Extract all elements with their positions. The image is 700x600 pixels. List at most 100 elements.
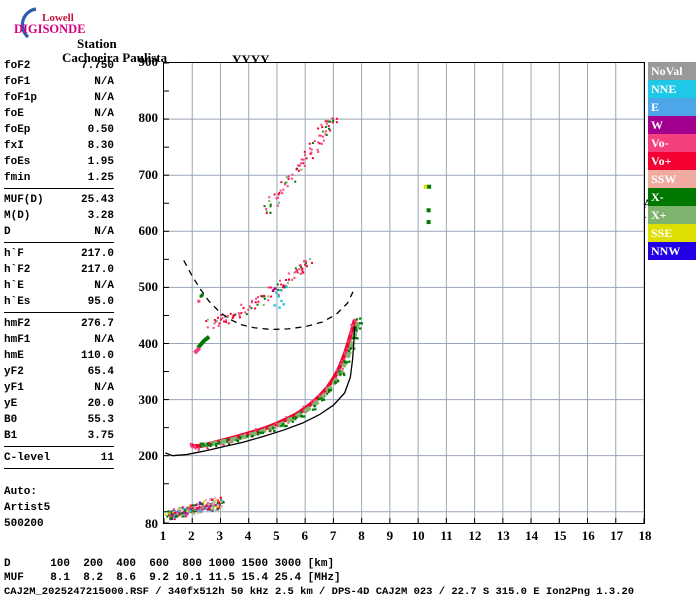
parameter-value: 217.0: [80, 264, 114, 276]
parameter-group-profile: hmF2 276.7 hmF1 N/A hmE 110.0 yF2 65.4 yF1 N/A yE 2…: [4, 316, 122, 444]
data-point: [303, 415, 306, 418]
data-point-es: [201, 508, 204, 511]
data-point-es: [182, 511, 186, 514]
data-point-es: [169, 516, 172, 519]
data-point-multihop: [331, 117, 334, 120]
legend-item-noval[interactable]: NoVal: [648, 62, 696, 80]
parameter-value: N/A: [94, 108, 114, 120]
data-point: [206, 446, 209, 449]
data-point-multihop: [226, 316, 229, 319]
data-point-multihop: [281, 192, 284, 195]
data-point-multihop: [240, 303, 243, 306]
data-point: [222, 443, 225, 446]
legend-item-vo-[interactable]: Vo-: [648, 134, 696, 152]
legend-item-nne[interactable]: NNE: [648, 80, 696, 98]
data-point: [336, 369, 339, 372]
data-point-multihop: [305, 265, 308, 268]
data-point-isolated: [200, 293, 204, 297]
data-point-multihop: [300, 266, 303, 269]
data-point-es: [212, 505, 215, 508]
legend-item-ssw[interactable]: SSW: [648, 170, 696, 188]
data-point-multihop: [267, 286, 270, 289]
parameter-row: h`E N/A: [4, 278, 122, 294]
data-point-es: [209, 505, 212, 508]
data-point-multihop: [291, 177, 294, 180]
data-point-multihop: [250, 307, 253, 310]
data-point-multihop: [301, 267, 304, 270]
data-point-multihop: [299, 162, 302, 165]
data-point-multihop: [226, 315, 229, 318]
x-axis-label: 11: [440, 528, 453, 543]
data-point: [343, 351, 346, 354]
y-axis-label: 600: [138, 223, 159, 239]
legend-item-x-[interactable]: X-: [648, 188, 696, 206]
data-point-nne: [285, 285, 288, 289]
parameter-row: foEp 0.50: [4, 122, 122, 138]
data-point-isolated-high: [427, 184, 432, 189]
auto-label: Auto:: [4, 486, 38, 498]
data-point-multihop: [287, 175, 290, 178]
data-point-multihop: [237, 312, 240, 315]
data-point-multihop: [291, 278, 294, 281]
data-point: [351, 337, 354, 340]
data-point-multihop: [254, 307, 257, 310]
data-point: [349, 347, 352, 350]
data-point-isolated-high: [423, 184, 428, 189]
data-point-es: [214, 509, 218, 512]
parameter-row: fxI 8.30: [4, 138, 122, 154]
legend-item-nnw[interactable]: NNW: [648, 242, 696, 260]
data-point: [354, 326, 357, 329]
data-point: [314, 399, 317, 402]
data-point-multihop: [282, 286, 285, 289]
data-point-multihop: [260, 295, 263, 298]
data-point-multihop: [217, 324, 220, 327]
data-point-es: [203, 504, 206, 508]
data-point-es: [191, 511, 194, 514]
data-point-multihop: [283, 183, 286, 186]
x-axis-label: 9: [386, 528, 394, 543]
data-point-multihop: [303, 260, 306, 263]
parameter-row: B1 3.75: [4, 428, 122, 444]
data-point-es: [197, 510, 200, 513]
parameter-value: N/A: [94, 334, 114, 346]
parameter-name: h`E: [4, 280, 24, 292]
legend-item-vo-[interactable]: Vo+: [648, 152, 696, 170]
data-point-es: [170, 512, 174, 515]
data-point-es: [217, 501, 221, 504]
parameter-divider-4: [4, 446, 114, 447]
data-point-es: [219, 496, 222, 499]
parameter-divider-2: [4, 242, 114, 243]
data-point: [206, 442, 209, 445]
data-point-es: [195, 508, 198, 511]
parameter-name: foEp: [4, 124, 31, 136]
x-trace: [200, 319, 362, 448]
data-point-multihop: [219, 318, 222, 321]
data-point-es: [170, 513, 173, 516]
data-point-multihop: [298, 268, 301, 271]
parameter-group-frequencies: foF2 7.750 foF1 N/A foF1p N/A foE N/A foEp 0.50 fx…: [4, 58, 122, 186]
parameter-name: B1: [4, 430, 18, 442]
data-point-es: [189, 509, 192, 512]
data-point-es: [174, 515, 178, 518]
data-point: [356, 337, 359, 340]
data-point-multihop: [303, 164, 306, 167]
parameter-name: MUF(D): [4, 194, 44, 206]
data-point-multihop: [319, 134, 322, 137]
data-point-multihop: [300, 168, 303, 171]
parameter-name: yE: [4, 398, 18, 410]
ionogram-plot[interactable]: [163, 62, 645, 524]
data-point: [261, 431, 265, 434]
data-point: [326, 392, 329, 395]
legend-item-e[interactable]: E: [648, 98, 696, 116]
data-point-multihop: [328, 127, 331, 130]
legend-item-x-[interactable]: X+: [648, 206, 696, 224]
data-point-multihop: [263, 295, 266, 298]
data-point-multihop: [282, 188, 285, 191]
data-point: [350, 331, 353, 334]
data-point: [257, 431, 260, 434]
legend-item-w[interactable]: W: [648, 116, 696, 134]
data-point-es: [211, 503, 215, 506]
legend-item-sse[interactable]: SSE: [648, 224, 696, 242]
data-point-es: [212, 502, 216, 505]
data-point-multihop: [265, 212, 268, 215]
